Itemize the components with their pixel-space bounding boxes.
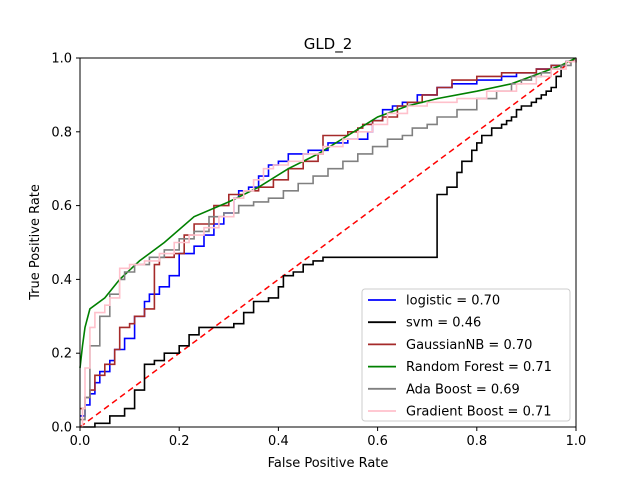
y-tick-label: 0.2: [51, 347, 72, 362]
y-tick-label: 0.6: [51, 199, 72, 214]
legend-label-1: svm = 0.46: [406, 316, 481, 331]
legend-label-2: GaussianNB = 0.70: [406, 338, 532, 353]
x-tick-label: 0.0: [70, 434, 91, 449]
plot-frame: [79, 57, 577, 428]
series-line-1: [80, 58, 577, 428]
x-tick-label: 0.8: [466, 434, 487, 449]
diagonal-layer: [79, 57, 577, 428]
x-tick-label: 0.4: [268, 434, 289, 449]
series-layer: [79, 57, 577, 428]
y-axis-label: True Positive Rate: [28, 184, 43, 301]
y-tick-label: 0.8: [51, 125, 72, 140]
x-tick-label: 0.6: [367, 434, 388, 449]
chart-title: GLD_2: [304, 35, 353, 54]
plot-area: [79, 57, 577, 428]
x-axis-label: False Positive Rate: [268, 456, 389, 471]
legend-box: [361, 288, 571, 422]
y-tick-label: 1.0: [51, 52, 72, 67]
x-axis-ticks: 0.0 0.2 0.4 0.6 0.8 1.0: [70, 427, 587, 449]
x-tick-label: 1.0: [566, 434, 587, 449]
legend-label-4: Ada Boost = 0.69: [406, 382, 520, 397]
legend-label-5: Gradient Boost = 0.71: [406, 405, 552, 420]
legend-label-3: Random Forest = 0.71: [406, 360, 552, 375]
y-axis-ticks: 0.0 0.2 0.4 0.6 0.8 1.0: [51, 52, 80, 436]
legend: logistic = 0.70 svm = 0.46 GaussianNB = 0.…: [361, 288, 571, 422]
legend-entries: logistic = 0.70 svm = 0.46 GaussianNB = 0.…: [368, 294, 552, 420]
legend-label-0: logistic = 0.70: [406, 294, 500, 309]
y-tick-label: 0.0: [51, 421, 72, 436]
series-line-5: [80, 58, 577, 428]
series-line-3: [79, 57, 577, 369]
x-tick-label: 0.2: [169, 434, 190, 449]
diagonal-reference-line: [79, 57, 577, 428]
y-tick-label: 0.4: [51, 273, 72, 288]
